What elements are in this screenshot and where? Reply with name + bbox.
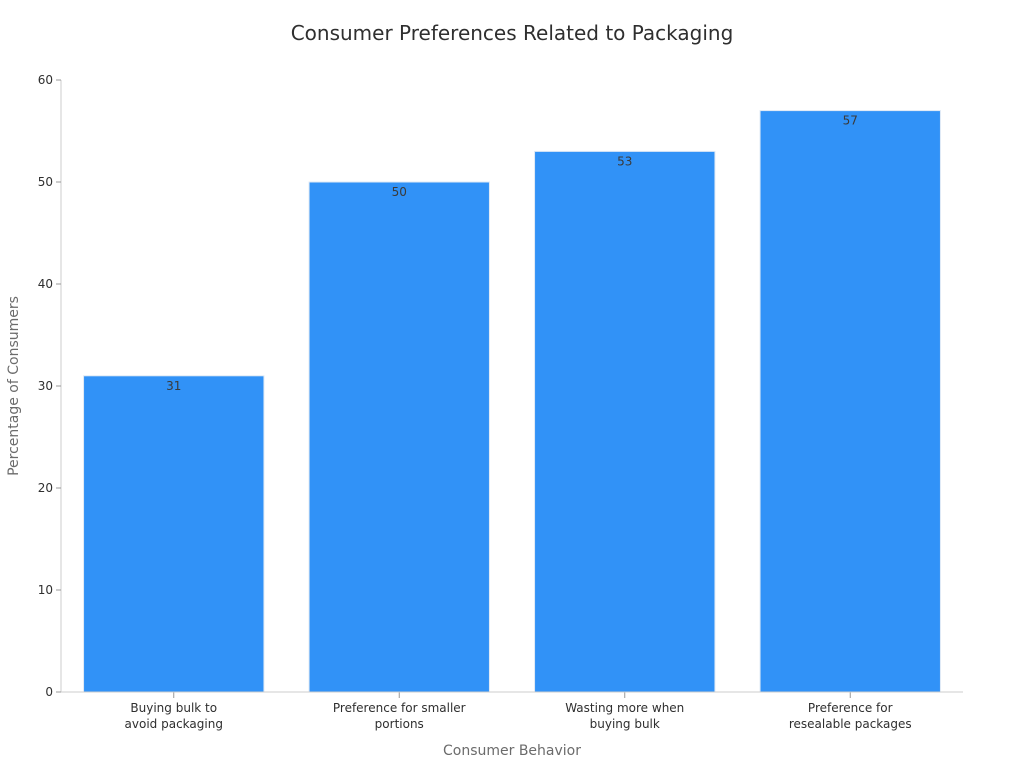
x-tick-label-1: Buying bulk to avoid packaging: [125, 701, 223, 731]
data-label-3: 53: [617, 154, 632, 168]
x-tick-label-4: Preference for resealable packages: [789, 701, 912, 731]
x-tick-label-3: Wasting more when buying bulk: [565, 701, 684, 731]
bars-layer: 31 50 53 57: [83, 110, 941, 693]
data-label-2: 50: [392, 185, 407, 199]
x-axis-title: Consumer Behavior: [443, 743, 581, 759]
x-tick-label-line: Preference for smaller: [333, 701, 466, 715]
bar-2: [308, 181, 490, 693]
y-tick-label-10: 10: [38, 583, 53, 597]
x-tick-label-line: buying bulk: [590, 717, 660, 731]
data-label-4: 57: [843, 114, 858, 128]
x-tick-label-line: Wasting more when: [565, 701, 684, 715]
x-tick-label-line: avoid packaging: [125, 717, 223, 731]
bar-4: [759, 110, 941, 693]
y-tick-label-30: 30: [38, 379, 53, 393]
axes-layer: Buying bulk to avoid packaging Preference …: [38, 73, 963, 731]
y-tick-label-20: 20: [38, 481, 53, 495]
x-tick-label-line: resealable packages: [789, 717, 912, 731]
chart-title: Consumer Preferences Related to Packagin…: [291, 21, 734, 45]
y-tick-label-50: 50: [38, 175, 53, 189]
bar-1: [83, 375, 265, 693]
data-label-1: 31: [166, 379, 181, 393]
x-tick-label-line: portions: [375, 717, 424, 731]
y-tick-label-40: 40: [38, 277, 53, 291]
x-tick-label-line: Preference for: [808, 701, 893, 715]
bar-3: [534, 150, 716, 693]
y-tick-label-60: 60: [38, 73, 53, 87]
y-tick-label-0: 0: [45, 685, 53, 699]
x-tick-label-2: Preference for smaller portions: [333, 701, 466, 731]
x-tick-label-line: Buying bulk to: [130, 701, 217, 715]
y-axis-title: Percentage of Consumers: [6, 296, 22, 476]
